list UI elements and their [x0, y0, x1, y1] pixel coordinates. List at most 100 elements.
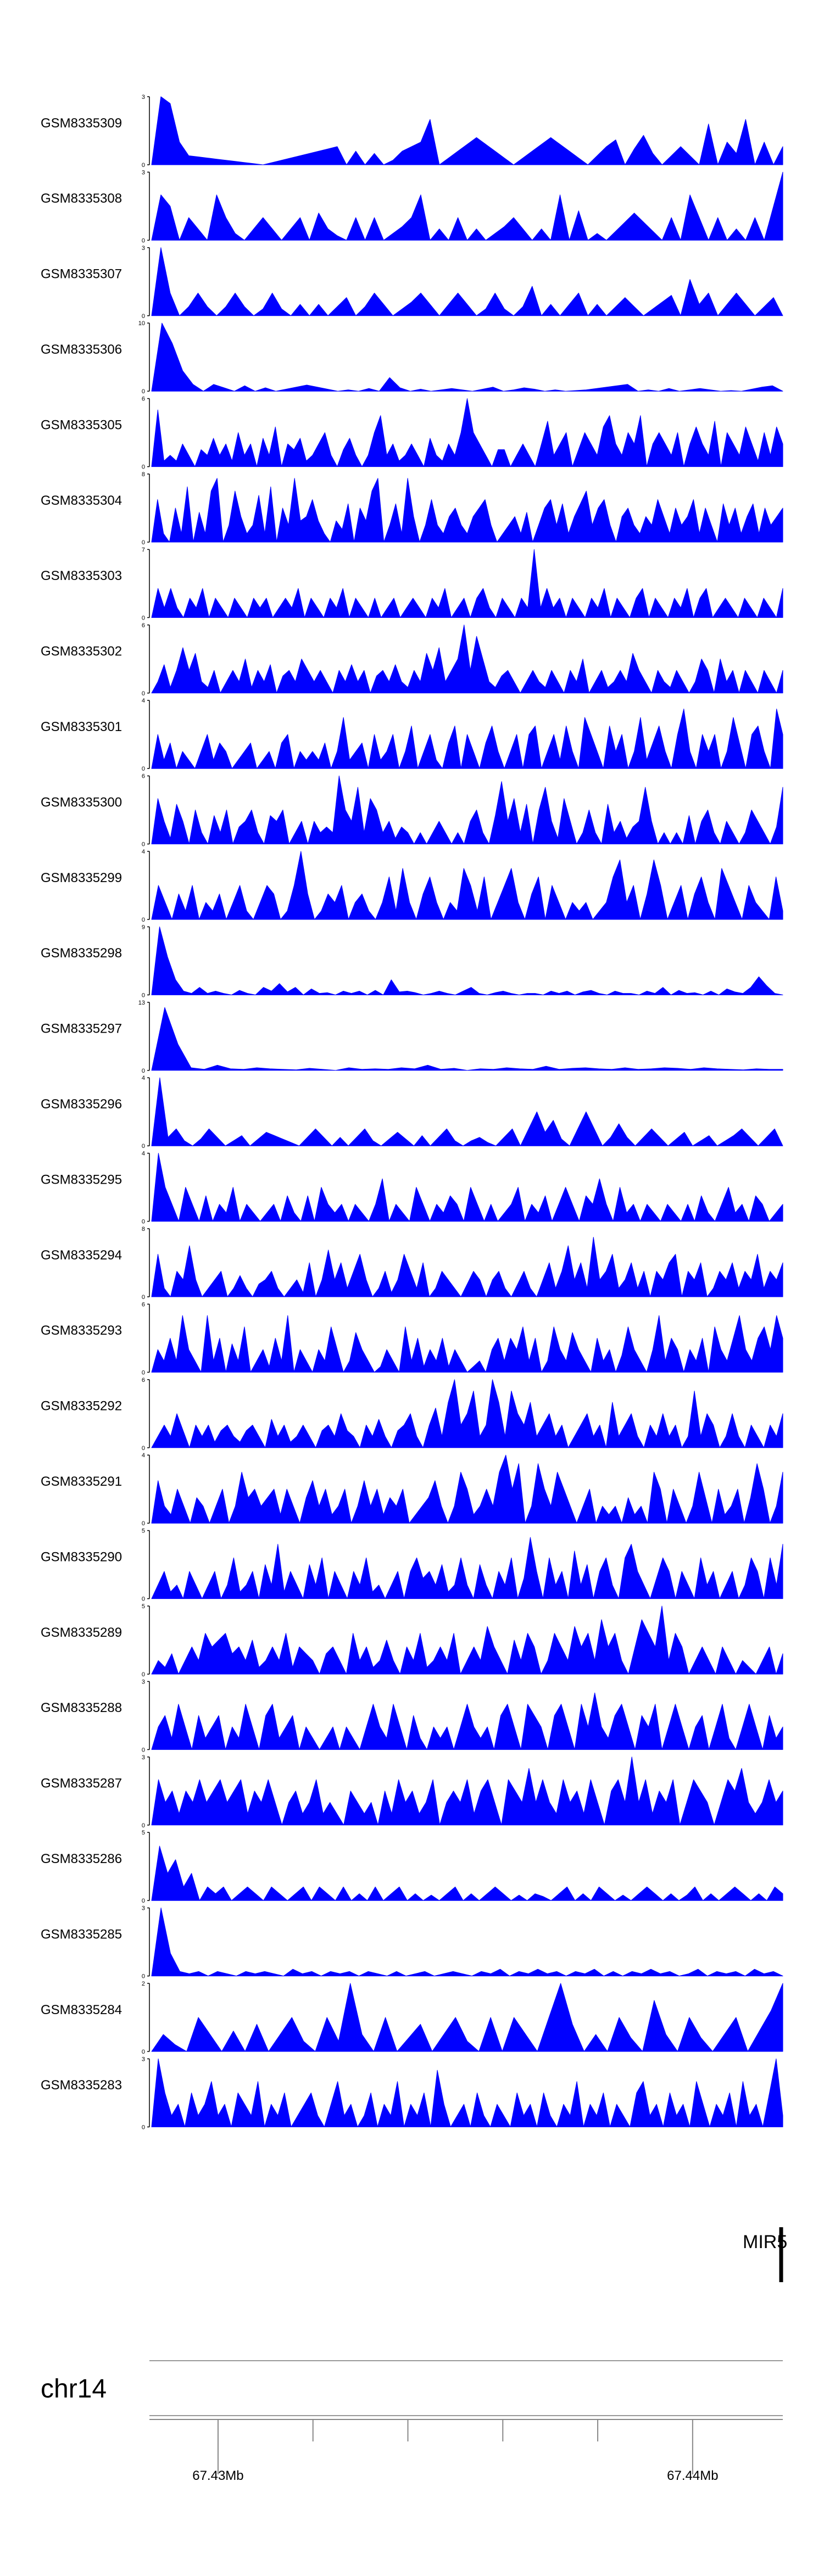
chromosome-ideogram: chr14 — [41, 2360, 783, 2416]
y-max-label: 2 — [142, 1981, 145, 1987]
y-min-label: 0 — [142, 917, 145, 923]
track-label: GSM8335283 — [41, 2078, 122, 2093]
coverage-area-GSM8335295 — [151, 1153, 783, 1222]
y-max-label: 6 — [142, 1377, 145, 1384]
track-GSM8335289: GSM8335289 5 0 — [41, 1603, 783, 1678]
coverage-area-GSM8335298 — [151, 926, 783, 995]
y-max-label: 5 — [142, 1528, 145, 1535]
y-min-label: 0 — [142, 766, 145, 772]
track-label: GSM8335294 — [41, 1248, 122, 1263]
track-label: GSM8335288 — [41, 1700, 122, 1715]
track-label: GSM8335286 — [41, 1852, 122, 1866]
y-min-label: 0 — [142, 162, 145, 169]
y-max-label: 9 — [142, 924, 145, 930]
y-min-label: 0 — [142, 1219, 145, 1225]
y-max-label: 3 — [142, 1679, 145, 1685]
y-min-label: 0 — [142, 464, 145, 471]
y-max-label: 8 — [142, 1226, 145, 1233]
track-GSM8335292: GSM8335292 6 0 — [41, 1377, 783, 1452]
y-max-label: 10 — [138, 320, 145, 327]
chromosome-label: chr14 — [41, 2374, 107, 2404]
y-max-label: 4 — [142, 698, 145, 704]
track-GSM8335299: GSM8335299 4 0 — [41, 849, 783, 923]
y-min-label: 0 — [142, 237, 145, 244]
track-GSM8335294: GSM8335294 8 0 — [41, 1226, 783, 1301]
track-label: GSM8335303 — [41, 568, 122, 583]
x-tick-label: 67.43Mb — [192, 2468, 243, 2483]
y-min-label: 0 — [142, 690, 145, 697]
y-max-label: 7 — [142, 547, 145, 553]
coverage-area-GSM8335283 — [151, 2058, 783, 2127]
track-label: GSM8335289 — [41, 1625, 122, 1640]
track-label: GSM8335293 — [41, 1323, 122, 1338]
coverage-area-GSM8335301 — [151, 709, 783, 769]
track-label: GSM8335309 — [41, 116, 122, 131]
track-GSM8335304: GSM8335304 8 0 — [41, 471, 783, 546]
track-label: GSM8335292 — [41, 1399, 122, 1414]
track-label: GSM8335287 — [41, 1776, 122, 1791]
track-GSM8335308: GSM8335308 3 0 — [41, 169, 783, 244]
y-min-label: 0 — [142, 1898, 145, 1904]
track-GSM8335297: GSM8335297 13 0 — [41, 1000, 783, 1074]
y-max-label: 3 — [142, 94, 145, 101]
gene-annotation-track: MIR5 — [743, 2227, 787, 2282]
coverage-area-GSM8335294 — [151, 1237, 783, 1297]
coverage-area-GSM8335293 — [151, 1315, 783, 1373]
track-GSM8335300: GSM8335300 6 0 — [41, 773, 783, 848]
track-label: GSM8335284 — [41, 2003, 122, 2017]
y-min-label: 0 — [142, 1520, 145, 1527]
coverage-area-GSM8335297 — [151, 1007, 783, 1071]
y-max-label: 4 — [142, 1075, 145, 1081]
y-min-label: 0 — [142, 1445, 145, 1452]
track-label: GSM8335285 — [41, 1927, 122, 1942]
coverage-area-GSM8335305 — [151, 398, 783, 467]
y-min-label: 0 — [142, 2049, 145, 2055]
y-min-label: 0 — [142, 1973, 145, 1980]
coverage-area-GSM8335302 — [151, 625, 783, 694]
y-min-label: 0 — [142, 1143, 145, 1150]
y-max-label: 6 — [142, 773, 145, 780]
y-min-label: 0 — [142, 539, 145, 546]
coverage-area-GSM8335299 — [151, 851, 783, 920]
y-min-label: 0 — [142, 841, 145, 848]
track-label: GSM8335290 — [41, 1549, 122, 1564]
coverage-area-GSM8335292 — [151, 1379, 783, 1448]
coverage-area-GSM8335296 — [151, 1077, 783, 1146]
track-GSM8335307: GSM8335307 3 0 — [41, 245, 783, 320]
y-max-label: 3 — [142, 169, 145, 176]
track-label: GSM8335301 — [41, 720, 122, 734]
track-GSM8335309: GSM8335309 3 0 — [41, 94, 783, 169]
track-label: GSM8335299 — [41, 871, 122, 885]
coverage-area-GSM8335304 — [151, 478, 783, 543]
y-max-label: 4 — [142, 1452, 145, 1459]
track-label: GSM8335305 — [41, 417, 122, 432]
y-min-label: 0 — [142, 2124, 145, 2131]
coverage-area-GSM8335288 — [151, 1692, 783, 1750]
track-label: GSM8335302 — [41, 644, 122, 659]
coverage-area-GSM8335290 — [151, 1537, 783, 1599]
genomic-coordinate-axis: 67.43Mb 67.44Mb — [149, 2419, 783, 2483]
coverage-area-GSM8335291 — [151, 1454, 783, 1524]
x-tick-label: 67.44Mb — [667, 2468, 718, 2483]
track-GSM8335288: GSM8335288 3 0 — [41, 1679, 783, 1753]
y-max-label: 4 — [142, 1151, 145, 1157]
coverage-area-GSM8335287 — [151, 1757, 783, 1826]
track-GSM8335295: GSM8335295 4 0 — [41, 1151, 783, 1225]
track-label: GSM8335295 — [41, 1172, 122, 1187]
y-max-label: 5 — [142, 1603, 145, 1610]
y-min-label: 0 — [142, 1596, 145, 1603]
track-GSM8335306: GSM8335306 10 0 — [41, 320, 783, 395]
track-GSM8335303: GSM8335303 7 0 — [41, 547, 783, 621]
track-GSM8335302: GSM8335302 6 0 — [41, 622, 783, 697]
y-max-label: 6 — [142, 622, 145, 629]
y-max-label: 13 — [138, 1000, 145, 1006]
y-max-label: 3 — [142, 245, 145, 252]
y-max-label: 8 — [142, 471, 145, 478]
y-min-label: 0 — [142, 1747, 145, 1753]
y-max-label: 6 — [142, 396, 145, 403]
track-GSM8335296: GSM8335296 4 0 — [41, 1075, 783, 1150]
y-max-label: 5 — [142, 1830, 145, 1836]
track-GSM8335285: GSM8335285 3 0 — [41, 1905, 783, 1980]
coverage-area-GSM8335284 — [151, 1983, 783, 2052]
y-min-label: 0 — [142, 1822, 145, 1829]
